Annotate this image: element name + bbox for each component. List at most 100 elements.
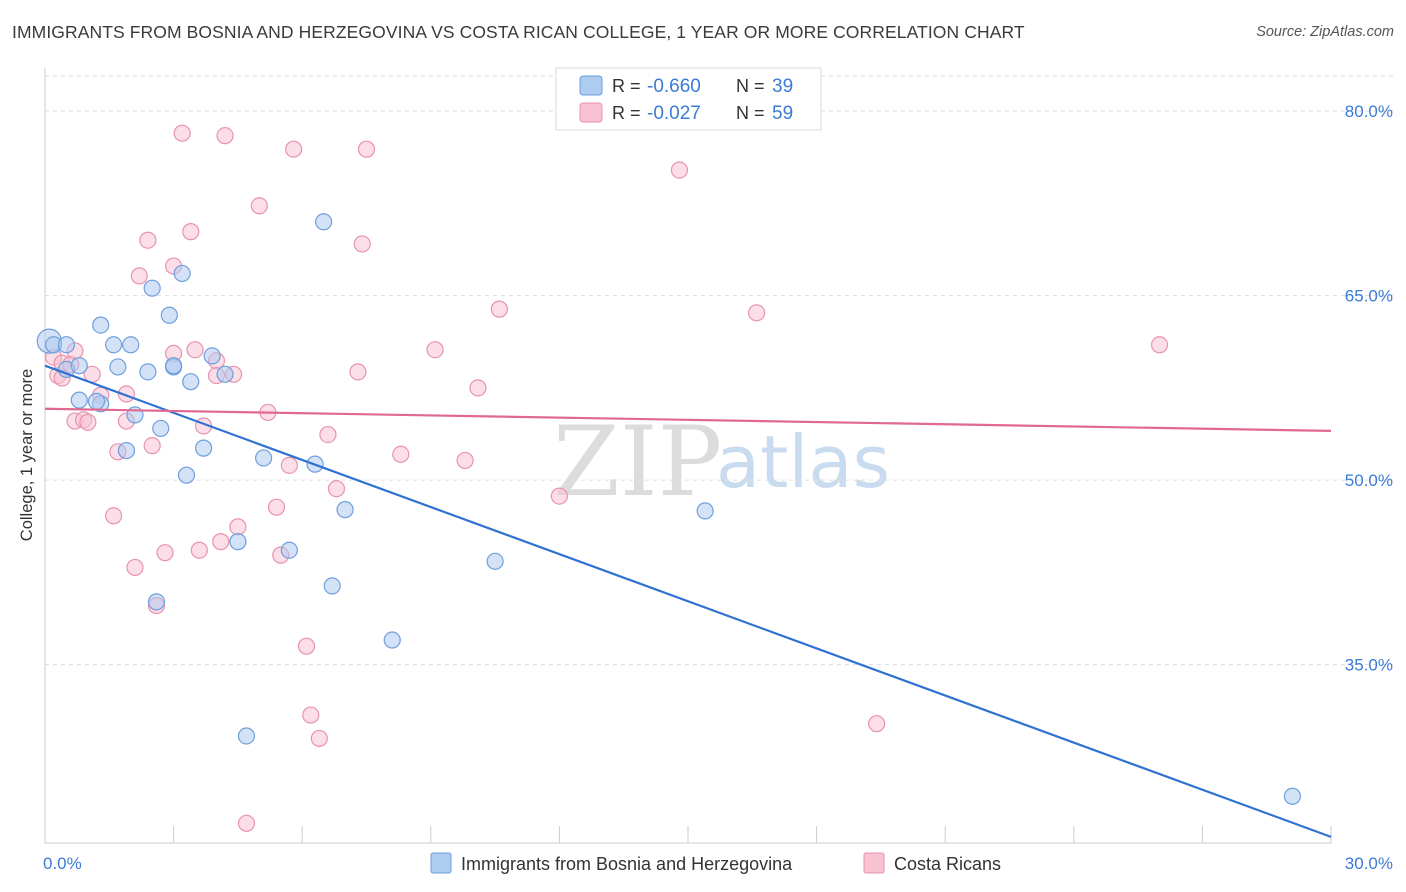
point-costa-rican — [173, 124, 191, 142]
point-costa-rican — [349, 363, 367, 381]
point-costa-rican — [297, 637, 316, 655]
point-costa-rican — [550, 487, 569, 505]
grid-lines — [45, 75, 1393, 666]
point-bosnia — [122, 336, 140, 354]
point-costa-rican — [267, 498, 286, 516]
correlation-legend: R = -0.660 N = 39 R = -0.027 N = 59 — [555, 67, 822, 131]
y-axis-title: College, 1 year or more — [18, 369, 36, 541]
trend-lines — [44, 364, 1332, 838]
legend-r-value: -0.027 — [647, 103, 701, 124]
point-costa-rican — [130, 267, 148, 285]
point-bosnia — [280, 541, 298, 559]
point-bosnia — [336, 501, 354, 519]
point-costa-rican — [190, 541, 208, 559]
point-costa-rican — [353, 235, 371, 253]
trend-line-bosnia — [44, 364, 1332, 838]
point-bosnia — [255, 449, 273, 467]
point-costa-rican — [285, 140, 303, 158]
point-costa-rican — [186, 341, 204, 359]
point-bosnia — [323, 577, 341, 595]
point-bosnia — [143, 279, 161, 297]
point-bosnia — [70, 391, 88, 409]
point-costa-rican — [490, 300, 508, 318]
source-label: Source: ZipAtlas.com — [1256, 24, 1394, 40]
trend-line-costa-rican — [44, 407, 1332, 432]
watermark-atlas: atlas — [716, 420, 890, 504]
point-bosnia — [117, 441, 136, 460]
legend-n-label: N = — [736, 76, 765, 96]
point-bosnia — [160, 306, 178, 324]
point-costa-rican — [250, 197, 268, 215]
point-costa-rican — [456, 451, 474, 470]
legend-r-value: -0.660 — [647, 76, 701, 97]
point-bosnia — [92, 316, 110, 334]
y-tick-label: 80.0% — [1345, 102, 1393, 121]
x-tick-label-min: 0.0% — [43, 854, 82, 873]
point-bosnia — [195, 439, 213, 457]
point-costa-rican — [670, 161, 689, 179]
point-bosnia — [70, 357, 88, 375]
legend-r-label: R = — [612, 103, 641, 123]
x-ticks — [173, 826, 1332, 843]
point-bosnia — [229, 533, 247, 551]
point-costa-rican — [237, 814, 256, 832]
legend-n-label: N = — [736, 103, 765, 123]
point-costa-rican — [1150, 336, 1169, 354]
point-bosnia — [696, 502, 714, 520]
point-bosnia — [177, 466, 196, 484]
chart-title: IMMIGRANTS FROM BOSNIA AND HERZEGOVINA V… — [12, 22, 1025, 42]
point-bosnia — [109, 358, 127, 376]
point-bosnia — [182, 373, 200, 391]
point-costa-rican — [216, 127, 234, 145]
legend-swatch-pink — [579, 102, 603, 123]
point-costa-rican — [182, 223, 200, 241]
point-costa-rican — [392, 445, 410, 463]
point-bosnia — [237, 727, 256, 745]
point-bosnia — [87, 392, 106, 410]
point-costa-rican — [469, 379, 487, 397]
bottom-legend-label: Immigrants from Bosnia and Herzegovina — [461, 854, 793, 874]
legend-swatch-blue — [579, 75, 603, 96]
point-bosnia — [315, 213, 333, 231]
legend-r-label: R = — [612, 76, 641, 96]
point-costa-rican — [79, 413, 97, 431]
point-costa-rican — [212, 533, 230, 551]
series-legend: Immigrants from Bosnia and Herzegovina C… — [430, 852, 1001, 874]
y-tick-labels: 80.0% 65.0% 50.0% 35.0% — [1345, 102, 1393, 675]
point-costa-rican — [229, 518, 247, 536]
point-costa-rican — [319, 425, 337, 444]
point-bosnia — [216, 365, 234, 383]
point-costa-rican — [327, 480, 346, 498]
bottom-legend-swatch-blue — [430, 852, 452, 874]
point-bosnia — [165, 357, 183, 375]
point-costa-rican — [156, 544, 174, 562]
point-costa-rican — [747, 304, 766, 322]
point-bosnia — [203, 347, 221, 365]
point-costa-rican — [357, 140, 376, 158]
point-bosnia — [152, 419, 170, 438]
bottom-legend-swatch-pink — [863, 852, 885, 874]
point-bosnia — [173, 264, 191, 283]
point-bosnia — [104, 336, 123, 354]
point-bosnia — [139, 363, 157, 381]
y-tick-label: 65.0% — [1345, 287, 1393, 306]
x-tick-label-max: 30.0% — [1345, 854, 1393, 873]
point-costa-rican — [104, 507, 123, 525]
legend-n-value: 59 — [772, 103, 793, 124]
point-bosnia — [57, 336, 76, 354]
point-bosnia — [486, 552, 504, 570]
legend-n-value: 39 — [772, 76, 793, 97]
point-costa-rican — [310, 729, 328, 748]
data-points — [36, 124, 1302, 832]
point-bosnia — [1283, 787, 1302, 805]
point-costa-rican — [126, 558, 144, 577]
point-bosnia — [147, 593, 166, 611]
point-costa-rican — [280, 456, 298, 474]
point-costa-rican — [143, 437, 161, 455]
point-costa-rican — [302, 706, 320, 724]
point-costa-rican — [426, 341, 444, 359]
point-costa-rican — [868, 715, 886, 733]
y-tick-label: 50.0% — [1345, 471, 1393, 490]
bottom-legend-label: Costa Ricans — [894, 854, 1001, 874]
